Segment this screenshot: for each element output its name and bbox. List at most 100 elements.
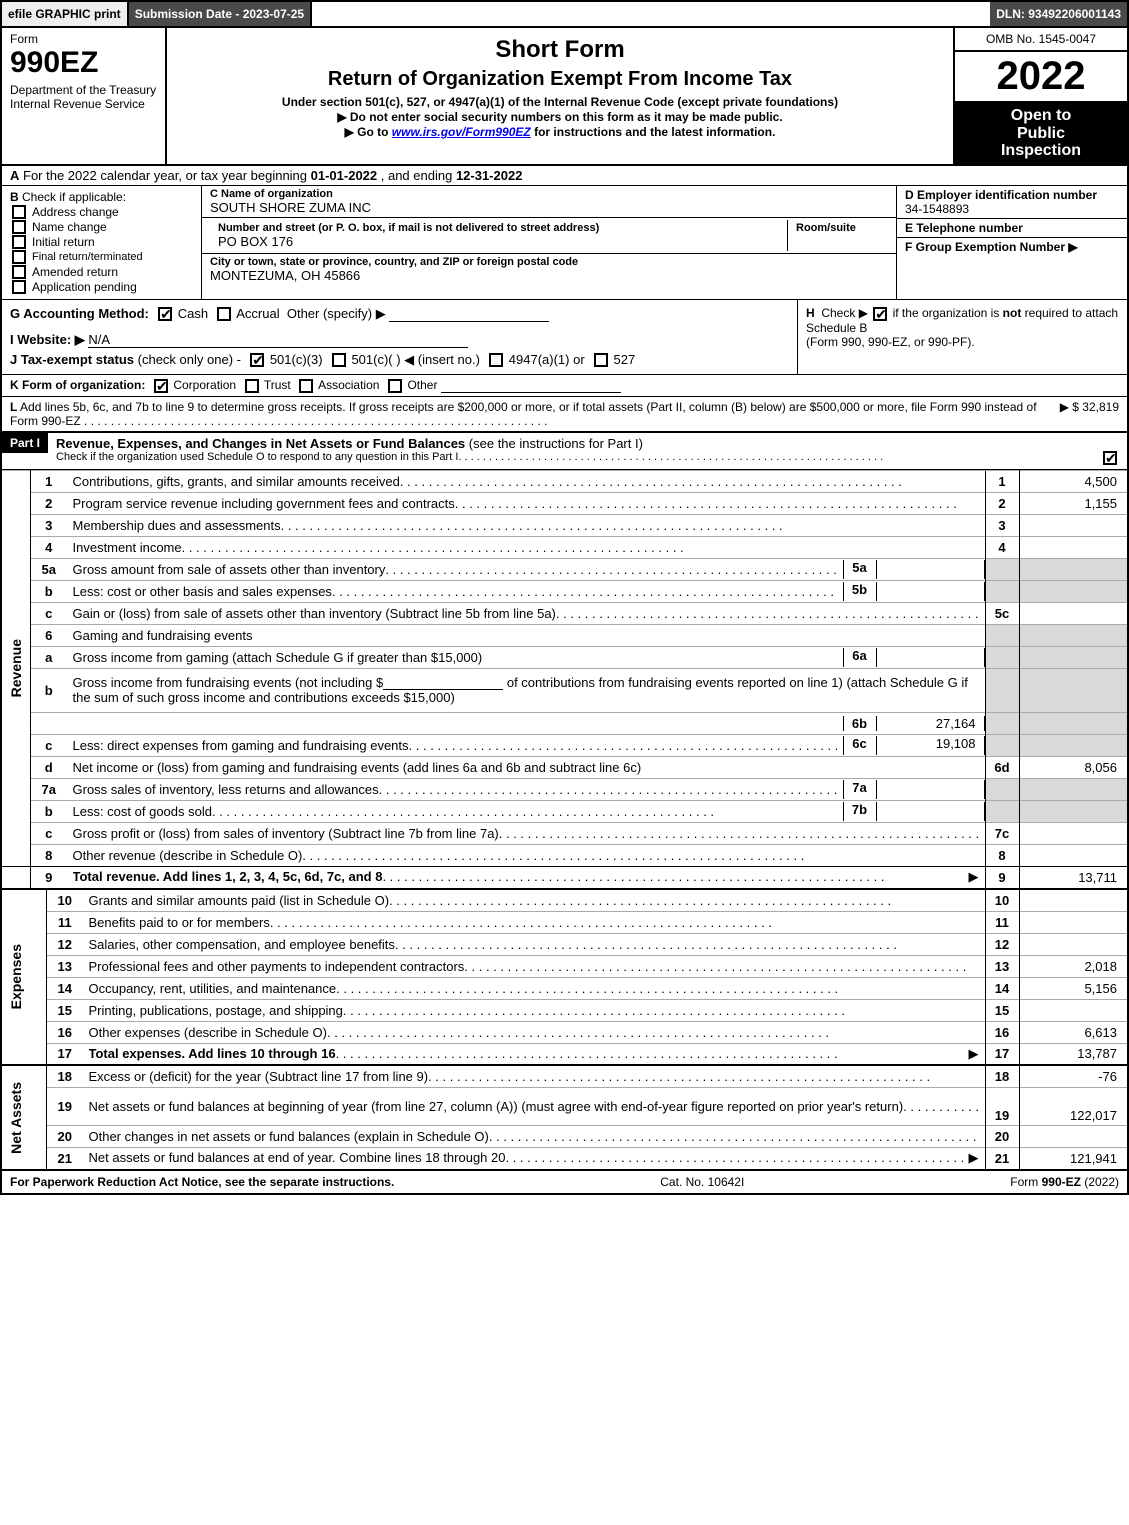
- checkbox-501c[interactable]: [332, 353, 346, 367]
- checkbox-4947[interactable]: [489, 353, 503, 367]
- a-date1: 01-01-2022: [311, 168, 378, 183]
- h-t4: (Form 990, 990-EZ, or 990-PF).: [806, 335, 1119, 349]
- subline-1: Under section 501(c), 527, or 4947(a)(1)…: [177, 95, 943, 109]
- opt-final-return: Final return/terminated: [32, 251, 143, 263]
- g-other-input[interactable]: [389, 308, 549, 322]
- c-name-block: C Name of organization SOUTH SHORE ZUMA …: [202, 186, 896, 218]
- dln-label: DLN: 93492206001143: [990, 2, 1127, 26]
- opt-name-change: Name change: [32, 220, 107, 234]
- table-row: 11Benefits paid to or for members11: [2, 911, 1127, 933]
- col-h: H Check ▶ if the organization is not req…: [797, 300, 1127, 374]
- col-c: C Name of organization SOUTH SHORE ZUMA …: [202, 186, 897, 299]
- checkbox-501c3[interactable]: [250, 353, 264, 367]
- k-other-input[interactable]: [441, 379, 621, 393]
- table-row: 6b27,164: [2, 712, 1127, 734]
- tax-year: 2022: [955, 52, 1127, 103]
- table-row: 16Other expenses (describe in Schedule O…: [2, 1021, 1127, 1043]
- checkbox-527[interactable]: [594, 353, 608, 367]
- omb-number: OMB No. 1545-0047: [955, 28, 1127, 52]
- table-row: 20Other changes in net assets or fund ba…: [2, 1125, 1127, 1147]
- checkbox-cash[interactable]: [158, 307, 172, 321]
- h-lbl: H: [806, 306, 815, 320]
- g-other: Other (specify) ▶: [287, 306, 386, 321]
- f-lbl: F Group Exemption Number ▶: [905, 240, 1119, 254]
- efile-print-label[interactable]: efile GRAPHIC print: [2, 2, 129, 26]
- footer-right: Form 990-EZ (2022): [1010, 1175, 1119, 1189]
- subline-3-pre: Go to: [357, 125, 392, 139]
- part1-check-text: Check if the organization used Schedule …: [56, 451, 458, 466]
- j-lbl: J Tax-exempt status: [10, 352, 138, 367]
- open-to-public: Open to Public Inspection: [955, 103, 1127, 164]
- j-o2: 501(c)( ) ◀ (insert no.): [351, 352, 479, 367]
- d-val: 34-1548893: [905, 202, 1119, 216]
- table-row: 5aGross amount from sale of assets other…: [2, 558, 1127, 580]
- form-number: 990EZ: [10, 46, 157, 80]
- l-amt: $ 32,819: [1072, 400, 1119, 414]
- ln: 1: [31, 470, 67, 492]
- h-t2: if the organization is: [889, 306, 1002, 320]
- c-addr-lbl: Number and street (or P. O. box, if mail…: [218, 222, 779, 234]
- subline-2: Do not enter social security numbers on …: [177, 110, 943, 124]
- a-date2: 12-31-2022: [456, 168, 523, 183]
- row-l: L Add lines 5b, 6c, and 7b to line 9 to …: [2, 397, 1127, 432]
- checkbox-other-org[interactable]: [388, 379, 402, 393]
- opt-amended-return: Amended return: [32, 265, 118, 279]
- checkbox-accrual[interactable]: [217, 307, 231, 321]
- form-header: Form 990EZ Department of the Treasury In…: [2, 26, 1127, 166]
- table-row: 14Occupancy, rent, utilities, and mainte…: [2, 977, 1127, 999]
- checkbox-name-change[interactable]: [12, 220, 26, 234]
- checkbox-trust[interactable]: [245, 379, 259, 393]
- revenue-table: Revenue 1 Contributions, gifts, grants, …: [2, 470, 1127, 889]
- k-other: Other: [407, 378, 437, 392]
- expenses-table: Expenses10Grants and similar amounts pai…: [2, 888, 1127, 1169]
- table-row: 4Investment income4: [2, 536, 1127, 558]
- opt-application-pending: Application pending: [32, 280, 137, 294]
- b-title: Check if applicable:: [19, 190, 126, 204]
- e-block: E Telephone number: [897, 219, 1127, 238]
- topbar: efile GRAPHIC print Submission Date - 20…: [2, 2, 1127, 26]
- g-cash: Cash: [178, 306, 208, 321]
- table-row: 3Membership dues and assessments3: [2, 514, 1127, 536]
- j-small: (check only one) -: [138, 352, 241, 367]
- table-row: dNet income or (loss) from gaming and fu…: [2, 756, 1127, 778]
- 6b-amount-input[interactable]: [383, 676, 503, 690]
- submission-date: Submission Date - 2023-07-25: [129, 2, 312, 26]
- d-block: D Employer identification number 34-1548…: [897, 186, 1127, 219]
- checkbox-application-pending[interactable]: [12, 280, 26, 294]
- checkbox-initial-return[interactable]: [12, 235, 26, 249]
- label-b: B: [10, 190, 19, 204]
- table-row: bLess: cost or other basis and sales exp…: [2, 580, 1127, 602]
- k-lbl: K Form of organization:: [10, 378, 145, 392]
- g-lbl: G Accounting Method:: [10, 306, 149, 321]
- g-accrual: Accrual: [236, 306, 279, 321]
- table-row: cGain or (loss) from sale of assets othe…: [2, 602, 1127, 624]
- checkbox-corp[interactable]: [154, 379, 168, 393]
- checkbox-assoc[interactable]: [299, 379, 313, 393]
- table-row: 6Gaming and fundraising events: [2, 624, 1127, 646]
- header-right: OMB No. 1545-0047 2022 Open to Public In…: [955, 28, 1127, 164]
- checkbox-amended-return[interactable]: [12, 265, 26, 279]
- form-word: Form: [10, 32, 157, 46]
- form-page: efile GRAPHIC print Submission Date - 20…: [0, 0, 1129, 1195]
- desc: Contributions, gifts, grants, and simila…: [67, 470, 986, 492]
- table-row: bGross income from fundraising events (n…: [2, 668, 1127, 712]
- checkbox-h[interactable]: [873, 307, 887, 321]
- k-corp: Corporation: [173, 378, 236, 392]
- k-trust: Trust: [264, 378, 291, 392]
- table-row: bLess: cost of goods sold7b: [2, 800, 1127, 822]
- checkbox-address-change[interactable]: [12, 205, 26, 219]
- checkbox-part1-scho[interactable]: [1103, 451, 1117, 465]
- c-city-lbl: City or town, state or province, country…: [210, 256, 888, 268]
- j-o3: 4947(a)(1) or: [509, 352, 585, 367]
- label-a: A: [10, 168, 19, 183]
- table-row: 12Salaries, other compensation, and empl…: [2, 933, 1127, 955]
- checkbox-final-return[interactable]: [12, 250, 26, 264]
- table-row: 13Professional fees and other payments t…: [2, 955, 1127, 977]
- table-row: cLess: direct expenses from gaming and f…: [2, 734, 1127, 756]
- row-a: A For the 2022 calendar year, or tax yea…: [2, 166, 1127, 186]
- main-title: Return of Organization Exempt From Incom…: [177, 68, 943, 91]
- irs-link[interactable]: www.irs.gov/Form990EZ: [392, 125, 531, 139]
- h-not: not: [1003, 306, 1022, 320]
- part1-title-wrap: Revenue, Expenses, and Changes in Net As…: [48, 433, 1127, 469]
- c-city-block: City or town, state or province, country…: [202, 254, 896, 299]
